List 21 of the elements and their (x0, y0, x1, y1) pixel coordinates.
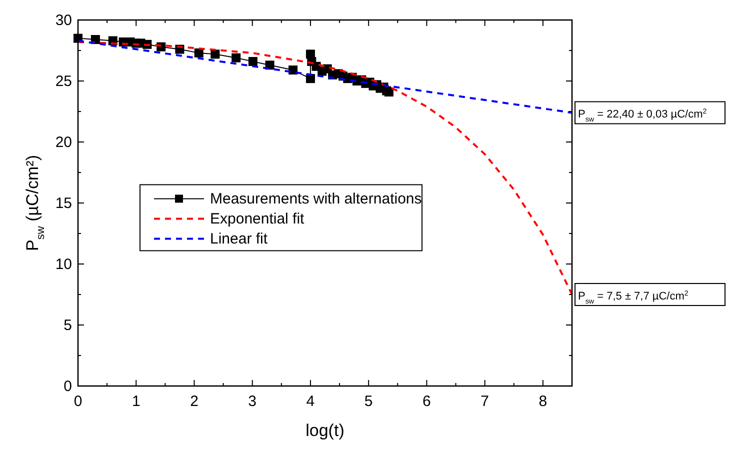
x-tick-label: 8 (538, 393, 548, 410)
annotation: P$_{sw}$ = 22,40 ± 0,03 µC/cm$^{2}$ (578, 108, 707, 124)
x-tick-label: 6 (422, 393, 431, 410)
y-tick-label: 20 (55, 134, 72, 151)
x-tick-label: 1 (132, 393, 140, 410)
y-tick-label: 30 (55, 12, 72, 29)
y-tick-label: 0 (64, 378, 72, 395)
annotation: P$_{sw}$ = 7,5 ± 7,7 µC/cm$^{2}$ (578, 290, 688, 306)
x-tick-label: 2 (190, 393, 198, 410)
legend-label: Exponential fit (210, 210, 306, 228)
legend-label: Measurements with alternations (210, 190, 422, 208)
x-tick-label: 5 (364, 393, 373, 410)
legend-label: Linear fit (210, 230, 268, 248)
x-tick-label: 7 (480, 393, 489, 410)
x-tick-label: 4 (306, 393, 315, 410)
x-axis-title: log(t) (306, 421, 344, 440)
y-tick-label: 15 (55, 195, 72, 212)
x-tick-label: 3 (248, 393, 257, 410)
y-tick-label: 10 (55, 256, 72, 273)
y-tick-label: 5 (64, 317, 72, 334)
y-tick-label: 25 (55, 73, 72, 90)
